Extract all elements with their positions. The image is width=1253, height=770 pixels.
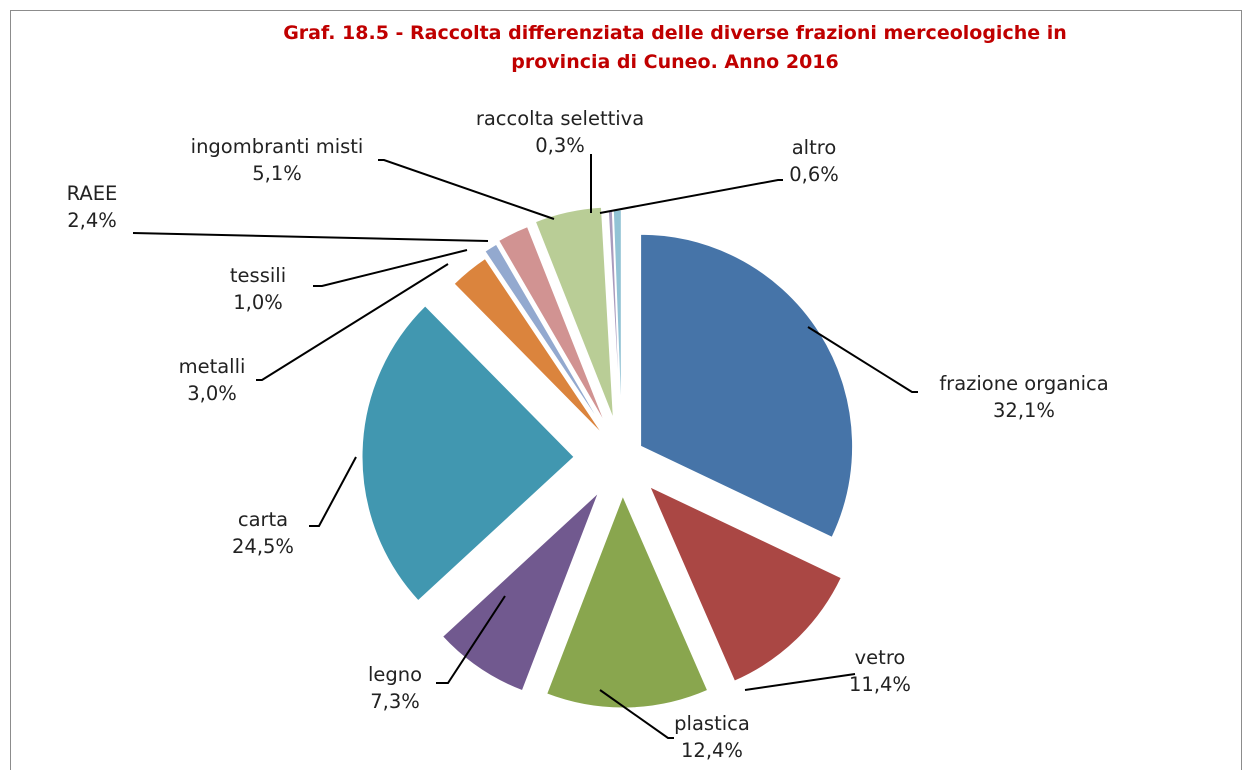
slice-percent-legno: 7,3% bbox=[370, 690, 420, 713]
leader-line-plastica bbox=[599, 689, 674, 739]
slice-name-ingombranti-misti: ingombranti misti bbox=[191, 135, 364, 158]
data-labels: frazione organica 32,1% vetro 11,4% plastica… bbox=[67, 107, 1109, 762]
slice-name-vetro: vetro bbox=[855, 646, 906, 669]
leader-line-vetro bbox=[744, 673, 856, 691]
leader-line-frazione-organica bbox=[807, 326, 918, 393]
leader-line-altro bbox=[599, 179, 783, 214]
slice-name-frazione-organica: frazione organica bbox=[939, 372, 1108, 395]
leader-line-ingombranti-misti bbox=[378, 159, 555, 220]
chart-title-line-1: Graf. 18.5 - Raccolta differenziata dell… bbox=[283, 22, 1067, 44]
pie-slice-vetro bbox=[648, 485, 842, 682]
slice-percent-ingombranti-misti: 5,1% bbox=[252, 162, 302, 185]
leader-line-metalli bbox=[256, 263, 449, 381]
leader-line-raee bbox=[132, 232, 489, 242]
leader-line-tessili bbox=[313, 249, 468, 287]
pie-slice-tessili bbox=[484, 243, 604, 428]
slice-name-legno: legno bbox=[368, 663, 422, 686]
slice-name-carta: carta bbox=[238, 508, 288, 531]
slice-percent-raee: 2,4% bbox=[67, 209, 117, 232]
leader-line-carta bbox=[309, 456, 357, 527]
leader-lines bbox=[132, 154, 918, 739]
slice-percent-vetro: 11,4% bbox=[849, 673, 911, 696]
slice-percent-tessili: 1,0% bbox=[233, 291, 283, 314]
pie-slice-plastica bbox=[546, 494, 709, 709]
pie-slices bbox=[361, 206, 854, 709]
slice-percent-carta: 24,5% bbox=[232, 535, 294, 558]
slice-name-altro: altro bbox=[792, 136, 837, 159]
slice-percent-metalli: 3,0% bbox=[187, 382, 237, 405]
slice-name-plastica: plastica bbox=[674, 712, 750, 735]
pie-slice-legno bbox=[441, 492, 599, 692]
pie-slice-ingombranti-misti bbox=[534, 206, 614, 420]
pie-slice-metalli bbox=[453, 257, 604, 436]
pie-slice-carta bbox=[361, 305, 575, 602]
slice-name-raee: RAEE bbox=[67, 182, 118, 205]
pie-slice-frazione-organica bbox=[640, 233, 854, 539]
slice-percent-altro: 0,6% bbox=[789, 163, 839, 186]
slice-percent-raccolta-selettiva: 0,3% bbox=[535, 134, 585, 157]
slice-percent-plastica: 12,4% bbox=[681, 739, 743, 762]
slice-percent-frazione-organica: 32,1% bbox=[993, 399, 1055, 422]
leader-line-legno bbox=[436, 595, 506, 684]
slice-name-tessili: tessili bbox=[230, 264, 286, 287]
pie-slice-raee bbox=[498, 226, 606, 425]
slice-name-metalli: metalli bbox=[179, 355, 246, 378]
chart-title: Graf. 18.5 - Raccolta differenziata dell… bbox=[175, 19, 1175, 77]
slice-name-raccolta-selettiva: raccolta selettiva bbox=[476, 107, 644, 130]
chart-title-line-2: provincia di Cuneo. Anno 2016 bbox=[511, 51, 839, 73]
